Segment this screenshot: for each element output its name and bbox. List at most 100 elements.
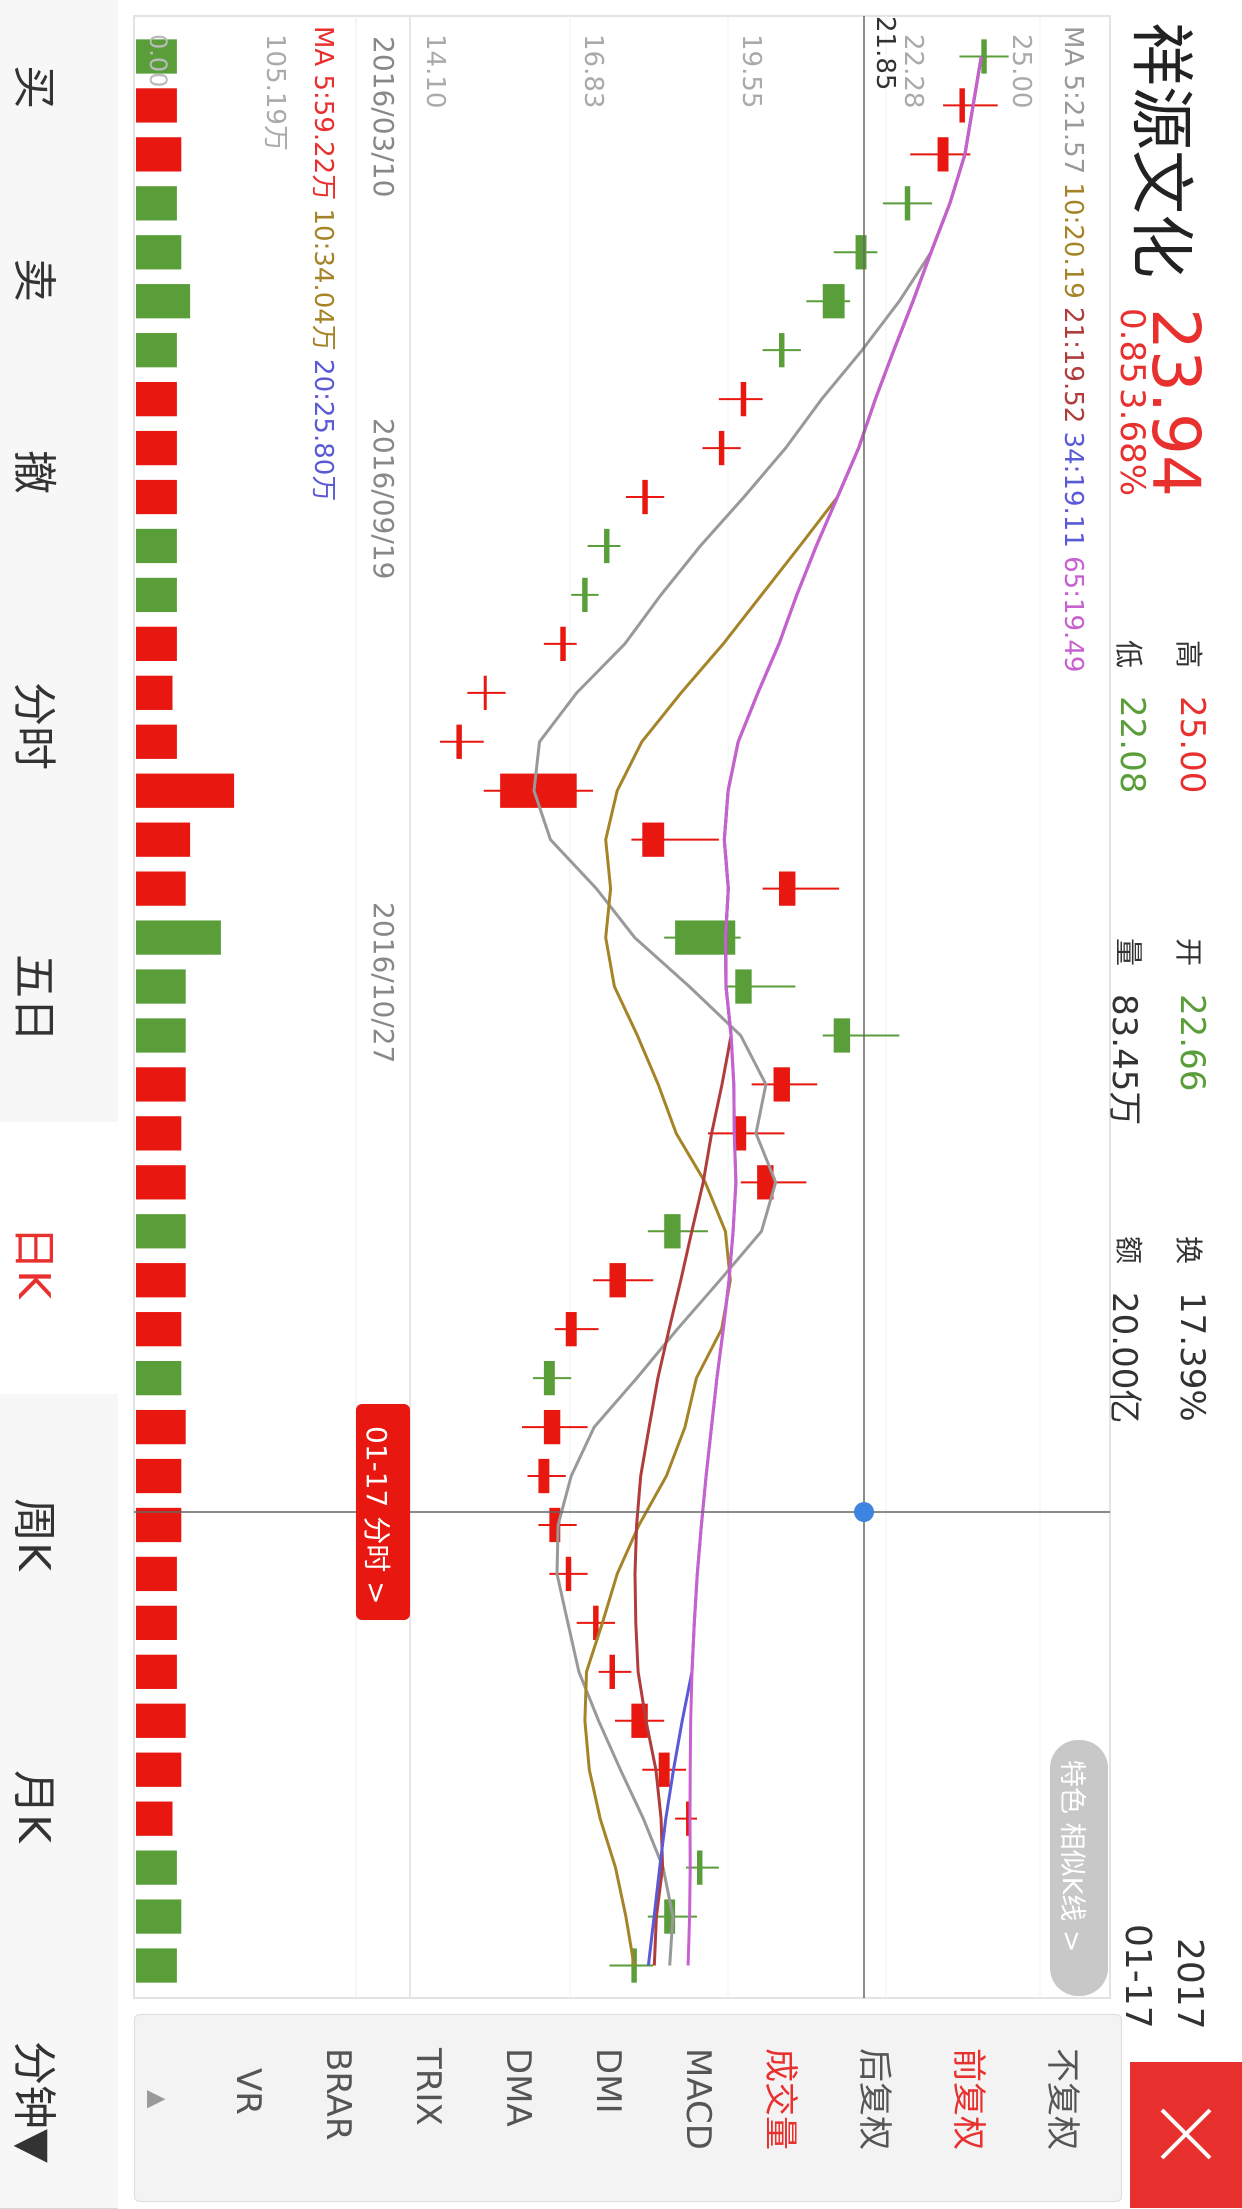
candle-body (609, 1654, 615, 1689)
nav-five-day[interactable]: 五日 (0, 850, 118, 1123)
volume-bar (136, 1312, 182, 1347)
volume-bar (136, 39, 177, 74)
nav-monthly-k-label: 月K (8, 1770, 59, 1843)
candle-body (560, 626, 566, 662)
volume-bar (136, 871, 186, 906)
nav-cancel-label: 撤 (8, 450, 59, 494)
volume-bar (136, 88, 177, 123)
similar-kline-button[interactable]: 特色 相似K线 > (1050, 1740, 1108, 1996)
candle-body (642, 479, 648, 515)
volume-bar (136, 1752, 182, 1787)
nav-five-day-label: 五日 (8, 954, 59, 1042)
volume-bar (136, 333, 177, 368)
candle-body (740, 381, 747, 417)
nav-minute-label: 分钟▼ (8, 2041, 59, 2163)
adjust-none[interactable]: 不复权 (1042, 2048, 1082, 2150)
volume-bar (136, 479, 177, 515)
indicators-more-icon[interactable]: ▲ (144, 2090, 172, 2109)
candle-body (773, 1067, 790, 1102)
ma-price-legend: MA 5:21.57 10:20.19 21:19.52 34:19.11 65… (1058, 26, 1088, 672)
candle-body (565, 1556, 572, 1592)
adjust-forward[interactable]: 前复权 (948, 2048, 988, 2150)
volume-bar (136, 1214, 186, 1249)
volume-bar (136, 1703, 186, 1738)
volume-bar (136, 577, 177, 613)
candle-body (718, 430, 725, 466)
indicator-panel (134, 2014, 1122, 2202)
candle-body (543, 1360, 555, 1396)
ma5-line (532, 56, 983, 1966)
candle-body (779, 333, 785, 368)
indicator-dma[interactable]: DMA (498, 2048, 538, 2127)
date-year: 2017 (1169, 1938, 1210, 2030)
price-axis-label: 14.10 (420, 34, 450, 109)
nav-cancel[interactable]: 撤 (0, 386, 118, 579)
volume-bar (136, 1654, 177, 1689)
indicator-volume[interactable]: 成交量 (760, 2048, 800, 2150)
volume-bar (136, 1409, 186, 1445)
candle-body (609, 1263, 626, 1298)
low-label: 低 (1112, 640, 1145, 669)
nav-sell[interactable]: 卖 (0, 194, 118, 387)
close-button[interactable] (1130, 2062, 1242, 2208)
volume-bar (136, 1165, 186, 1200)
vol-ma20-value: 20:25.80万 (308, 359, 338, 502)
nav-daily-k-label: 日K (8, 1226, 59, 1299)
vol-ma5-value: 5:59.22万 (308, 74, 338, 201)
vol-ma-prefix: MA (308, 26, 338, 67)
indicator-brar[interactable]: BRAR (318, 2048, 358, 2141)
amount-label: 额 (1112, 1236, 1145, 1265)
nav-weekly-k[interactable]: 周K (0, 1394, 118, 1667)
volume-bar (136, 1507, 182, 1543)
crosshair-date-tag[interactable]: 01-17 分时 > (356, 1404, 410, 1620)
candle-body (757, 1165, 774, 1200)
candle-body (549, 1507, 561, 1543)
volume-bar (136, 284, 191, 319)
similar-kline-label: 特色 相似K线 > (1056, 1760, 1087, 1953)
date-axis-label: 2016/03/10 (367, 36, 400, 198)
volume-bar (136, 822, 191, 857)
indicator-macd[interactable]: MACD (678, 2048, 718, 2150)
ma-volume-legend: MA 5:59.22万 10:34.04万 20:25.80万 (307, 26, 344, 501)
candle-body (686, 1801, 690, 1836)
volume-bar (136, 137, 182, 172)
candle-body (779, 871, 796, 906)
chart-frame (133, 15, 1111, 1999)
indicator-vr[interactable]: VR (228, 2068, 268, 2115)
volume-bar (136, 969, 186, 1004)
ma65-value: 65:19.49 (1058, 556, 1088, 673)
candle-body (593, 1605, 599, 1641)
volume-value: 83.45万 (1104, 994, 1144, 1126)
volume-bar (136, 235, 182, 270)
volume-bar (136, 1556, 177, 1592)
indicator-dmi[interactable]: DMI (588, 2048, 628, 2114)
nav-buy-label: 买 (8, 65, 59, 109)
nav-intraday[interactable]: 分时 (0, 578, 118, 851)
volume-bar (136, 626, 177, 662)
indicator-trix[interactable]: TRIX (408, 2048, 448, 2126)
nav-minute[interactable]: 分钟▼ (0, 1938, 118, 2209)
nav-monthly-k[interactable]: 月K (0, 1666, 118, 1939)
volume-bar (136, 1263, 186, 1298)
price-change-pct: 3.68% (1112, 388, 1152, 497)
nav-daily-k[interactable]: 日K (0, 1122, 118, 1395)
volume-bar (136, 1018, 186, 1053)
turnover-label: 换 (1172, 1236, 1205, 1265)
price-axis-label: 16.83 (578, 34, 608, 109)
volume-label: 量 (1112, 938, 1145, 967)
nav-buy[interactable]: 买 (0, 0, 118, 195)
price-axis-label: 19.55 (736, 34, 766, 109)
volume-bar (136, 1605, 177, 1641)
adjust-backward[interactable]: 后复权 (854, 2048, 894, 2150)
ma34-line (646, 56, 983, 1966)
ma34-value: 34:19.11 (1058, 431, 1088, 548)
price-change: 0.85 (1112, 308, 1152, 384)
crosshair-tag-text: 01-17 分时 > (360, 1426, 393, 1605)
price-axis-label: 21.85 (870, 16, 900, 91)
nav-sell-label: 卖 (8, 258, 59, 302)
volume-bar (136, 186, 177, 221)
close-icon (1158, 2106, 1214, 2162)
candle-body (642, 822, 665, 857)
